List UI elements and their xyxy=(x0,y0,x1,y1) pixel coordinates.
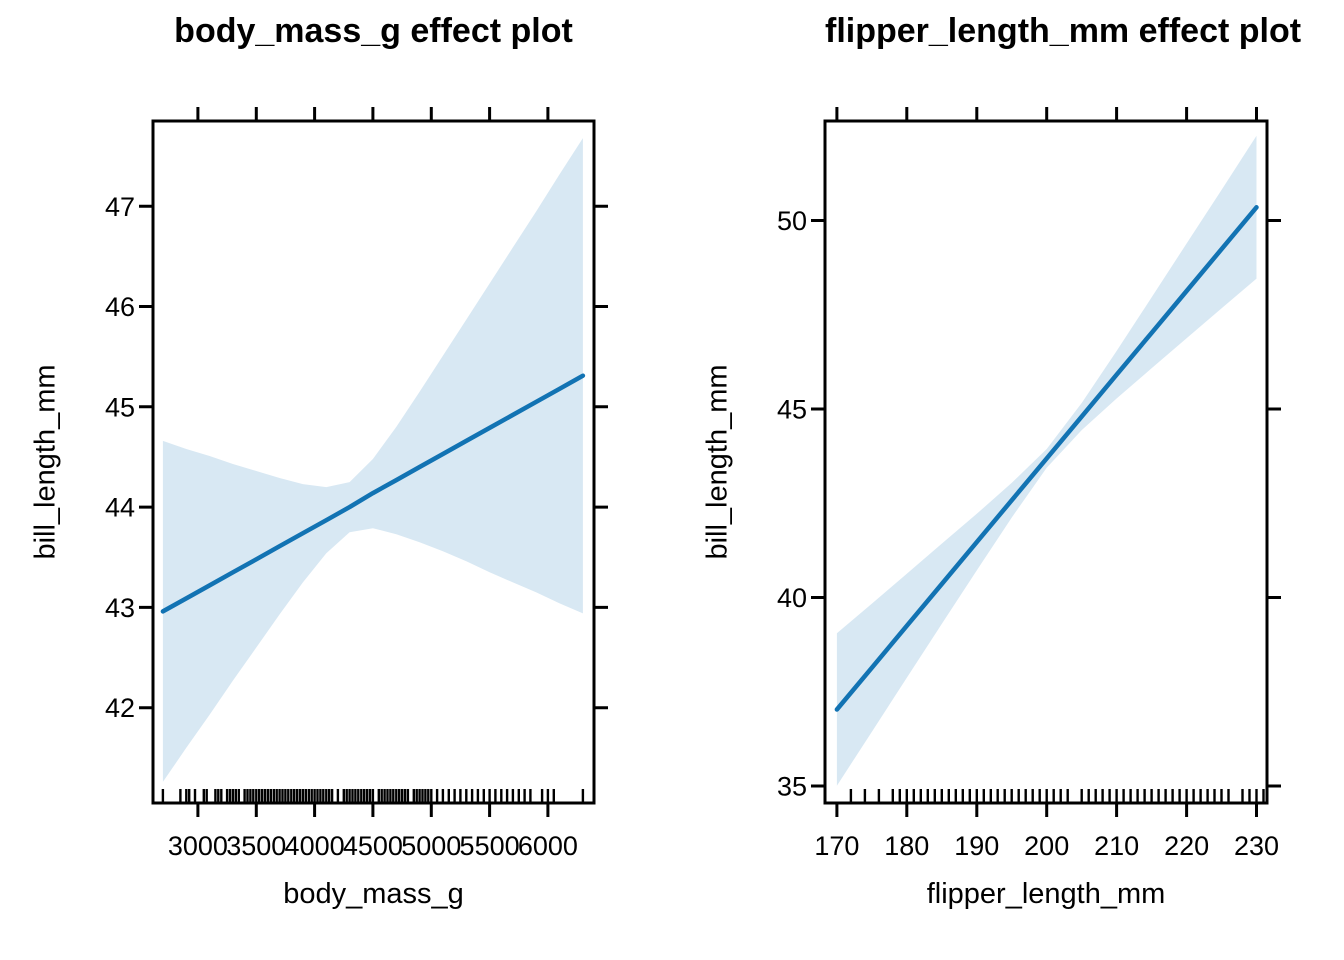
y-tick-label: 45 xyxy=(105,392,135,422)
x-tick-label: 6000 xyxy=(518,831,578,861)
effect-line xyxy=(834,205,1259,712)
body-mass-x-axis-title: body_mass_g xyxy=(283,878,464,910)
rug-ticks xyxy=(849,789,1265,802)
x-tick-label: 190 xyxy=(954,831,999,861)
x-tick-label: 4500 xyxy=(343,831,403,861)
body-mass-y-axis-title: bill_length_mm xyxy=(29,364,62,560)
y-tick-label: 50 xyxy=(777,206,807,236)
y-tick-label: 44 xyxy=(105,493,135,523)
axis-ticks xyxy=(139,107,608,817)
confidence-band xyxy=(162,138,583,782)
x-tick-label: 3000 xyxy=(168,831,228,861)
y-tick-label: 42 xyxy=(105,693,135,723)
y-tick-label: 35 xyxy=(777,772,807,802)
x-tick-label: 5000 xyxy=(401,831,461,861)
flipper-length-chart-title: flipper_length_mm effect plot xyxy=(825,12,1302,50)
rug-ticks xyxy=(161,789,585,802)
y-tick-label: 46 xyxy=(105,292,135,322)
axis-ticks xyxy=(811,107,1281,817)
x-tick-label: 210 xyxy=(1094,831,1139,861)
x-tick-label: 230 xyxy=(1234,831,1279,861)
y-tick-label: 47 xyxy=(105,192,135,222)
flipper-length-x-axis-title: flipper_length_mm xyxy=(926,878,1166,910)
x-tick-label: 5500 xyxy=(460,831,520,861)
x-tick-label: 4000 xyxy=(285,831,345,861)
y-tick-label: 45 xyxy=(777,395,807,425)
x-tick-label: 200 xyxy=(1024,831,1069,861)
body-mass-chart-title: body_mass_g effect plot xyxy=(174,12,573,50)
effect-line xyxy=(160,373,586,614)
flipper-length-y-axis-title: bill_length_mm xyxy=(701,364,734,560)
x-tick-label: 180 xyxy=(884,831,929,861)
flipper-length-plot: 170 180 190 200 210 220 230 35 40 45 50 xyxy=(777,107,1281,861)
x-tick-label: 220 xyxy=(1164,831,1209,861)
y-tick-label: 40 xyxy=(777,583,807,613)
x-tick-label: 170 xyxy=(814,831,859,861)
y-tick-label: 43 xyxy=(105,593,135,623)
x-tick-label: 3500 xyxy=(226,831,286,861)
